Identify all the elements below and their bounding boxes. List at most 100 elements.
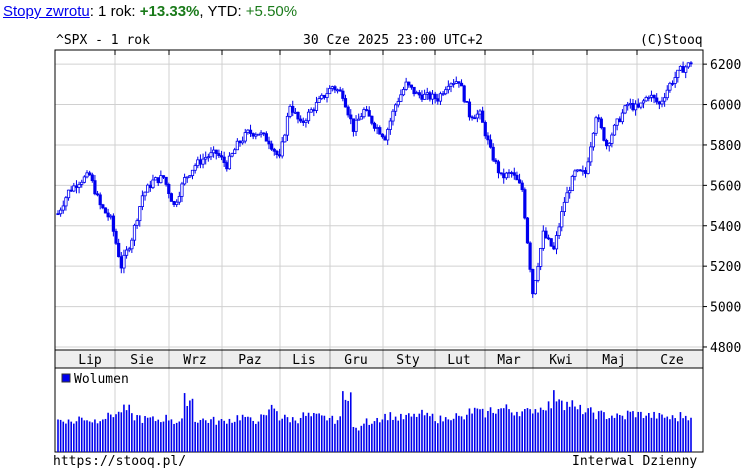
volume-bar: [495, 413, 497, 452]
month-label: Lut: [447, 353, 470, 368]
price-body: [362, 109, 366, 118]
volume-bar: [560, 400, 563, 452]
price-body: [660, 100, 664, 105]
price-body: [560, 211, 564, 228]
price-body: [612, 124, 617, 136]
volume-bar: [88, 421, 91, 452]
returns-link[interactable]: Stopy zwrotu: [3, 3, 90, 20]
price-body: [626, 104, 630, 107]
volume-bar: [603, 412, 605, 452]
volume-bar: [223, 420, 225, 452]
volume-bar: [262, 414, 265, 452]
price-body: [182, 177, 187, 185]
volume-bar: [331, 415, 334, 452]
price-body: [533, 279, 537, 295]
price-body: [399, 94, 403, 102]
price-body: [649, 94, 654, 98]
volume-bar: [107, 412, 109, 452]
price-body: [338, 89, 342, 92]
volume-bar: [91, 422, 94, 452]
price-body: [82, 176, 86, 183]
price-body: [367, 110, 371, 117]
volume-bar: [423, 415, 426, 452]
volume-bar: [410, 416, 413, 452]
price-body: [681, 65, 685, 73]
volume-bar: [233, 421, 236, 452]
volume-bar: [146, 417, 149, 452]
price-body: [615, 118, 619, 126]
volume-bar: [326, 420, 328, 452]
price-body: [670, 82, 675, 85]
volume-bar: [363, 423, 365, 452]
volume-bar: [352, 426, 355, 452]
volume-bar: [529, 409, 531, 452]
volume-bar: [226, 423, 228, 452]
volume-bar: [671, 415, 674, 452]
price-body: [475, 113, 479, 119]
volume-bar: [568, 406, 571, 452]
volume-bar: [663, 417, 666, 452]
price-body: [248, 129, 253, 134]
volume-bar: [194, 421, 196, 452]
price-body: [573, 170, 577, 177]
volume-bar: [640, 411, 642, 452]
price-body: [499, 172, 503, 175]
volume-bar: [389, 412, 392, 452]
price-body: [515, 174, 519, 181]
price-body: [396, 101, 400, 106]
price-body: [641, 100, 646, 104]
y-tick-label: 6200: [710, 58, 741, 73]
volume-bar: [381, 419, 384, 452]
price-body: [546, 237, 551, 240]
price-body: [517, 179, 522, 184]
price-body: [106, 212, 110, 218]
price-body: [214, 149, 218, 154]
footer-url[interactable]: https://stooq.pl/: [53, 454, 187, 469]
volume-bar: [278, 420, 281, 452]
volume-bar: [80, 417, 83, 452]
volume-bar: [365, 418, 368, 452]
price-body: [314, 102, 319, 111]
price-body: [301, 120, 305, 123]
price-body: [309, 109, 313, 113]
price-body: [280, 141, 284, 157]
volume-bar: [289, 422, 291, 452]
volume-bar: [650, 417, 653, 452]
price-body: [684, 66, 688, 73]
volume-bar: [284, 414, 286, 452]
volume-bar: [276, 411, 278, 452]
volume-bar: [434, 421, 436, 452]
volume-bar: [582, 414, 584, 452]
price-body: [246, 129, 250, 133]
price-body: [494, 159, 498, 163]
volume-bar: [497, 409, 500, 452]
price-body: [372, 122, 377, 129]
price-body: [172, 201, 176, 205]
volume-bar: [634, 417, 637, 452]
price-body: [161, 175, 166, 178]
y-tick-label: 4800: [710, 341, 741, 356]
volume-bar: [547, 401, 550, 452]
price-body: [470, 116, 474, 119]
price-body: [605, 140, 609, 147]
price-body: [452, 83, 456, 85]
volume-bar: [605, 419, 608, 452]
volume-bar: [539, 407, 542, 452]
month-band: [55, 350, 703, 368]
returns-sep: : 1 rok:: [89, 3, 140, 20]
price-body: [343, 98, 348, 108]
volume-bar: [96, 423, 99, 452]
volume-bar: [339, 416, 342, 452]
price-body: [568, 190, 572, 194]
price-body: [185, 176, 189, 179]
price-body: [668, 82, 672, 91]
volume-bar: [115, 414, 117, 452]
volume-bar: [384, 413, 386, 452]
price-body: [388, 120, 392, 130]
price-body: [288, 105, 292, 117]
price-body: [409, 84, 414, 88]
volume-bar: [291, 417, 294, 452]
volume-bar: [616, 413, 618, 452]
price-body: [238, 140, 242, 144]
volume-bar: [268, 409, 270, 452]
